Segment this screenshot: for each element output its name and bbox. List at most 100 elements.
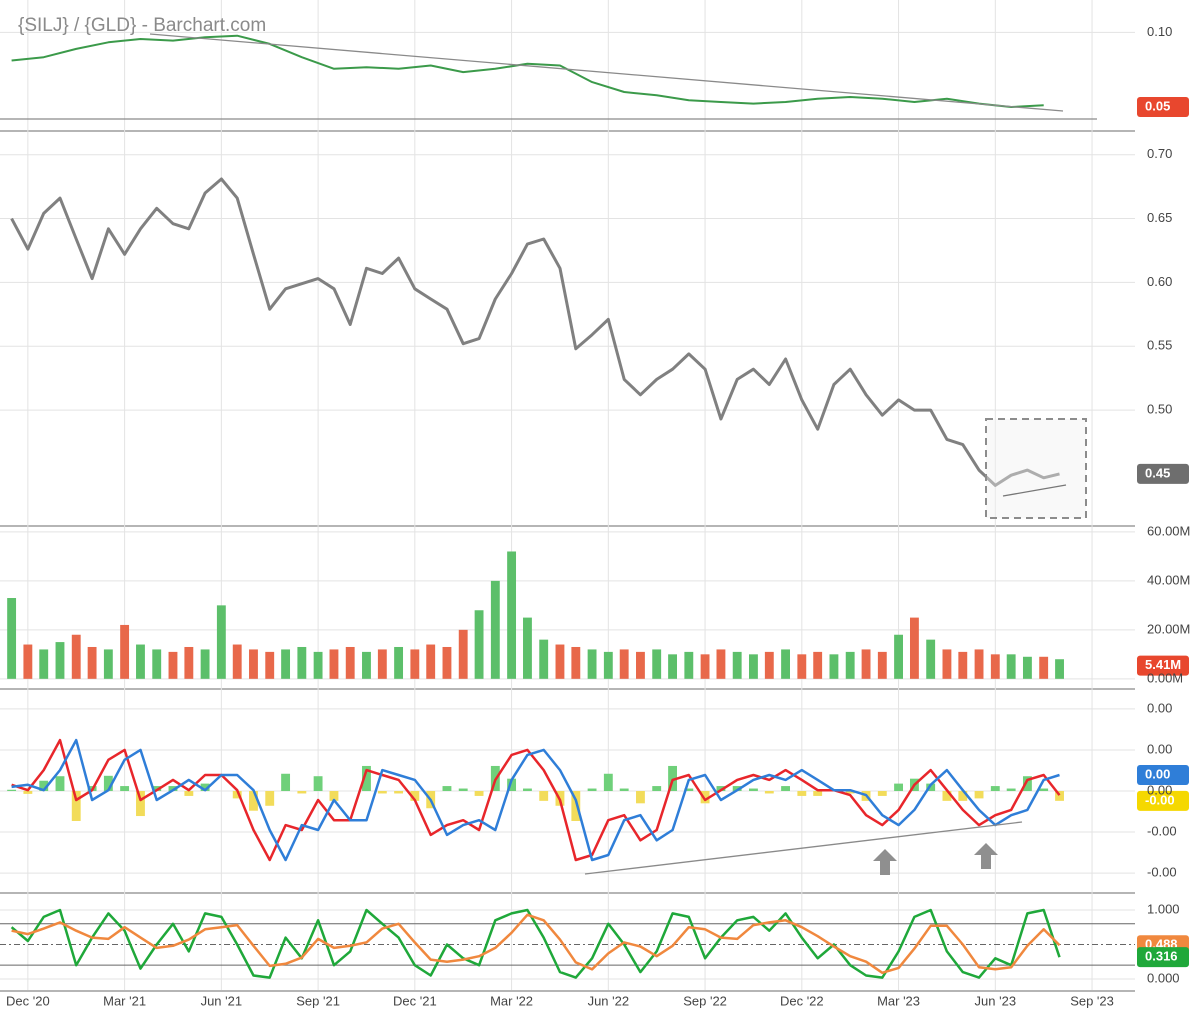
x-tick-label: Mar '23 bbox=[877, 993, 920, 1008]
histogram-bar bbox=[23, 791, 33, 794]
volume-bar bbox=[265, 651, 275, 679]
highlight-box bbox=[985, 418, 1087, 519]
chart-title: {SILJ} / {GLD} - Barchart.com bbox=[18, 15, 266, 36]
volume-bar bbox=[909, 617, 919, 679]
histogram-bar bbox=[394, 791, 404, 794]
histogram-bar bbox=[71, 791, 81, 821]
data-line bbox=[11, 738, 1061, 862]
histogram-bar bbox=[781, 786, 790, 791]
volume-bar bbox=[732, 651, 742, 679]
histogram-bar bbox=[458, 788, 468, 791]
data-line bbox=[11, 34, 1044, 108]
histogram-bar bbox=[764, 791, 774, 794]
y-tick-label: 1.000 bbox=[1147, 901, 1180, 916]
volume-bar bbox=[1006, 654, 1016, 679]
histogram-bar bbox=[168, 786, 178, 791]
volume-bar bbox=[1055, 659, 1064, 679]
volume-bar bbox=[216, 605, 226, 679]
arrow bbox=[974, 843, 998, 869]
volume-bar bbox=[200, 649, 210, 679]
volume-bar bbox=[764, 651, 774, 679]
volume-bar bbox=[281, 649, 291, 679]
histogram-bar bbox=[539, 791, 549, 801]
data-line bbox=[10, 177, 1060, 487]
histogram-bar bbox=[877, 791, 887, 796]
x-tick-label: Mar '21 bbox=[103, 993, 146, 1008]
volume-bar bbox=[652, 649, 662, 679]
volume-bar bbox=[845, 651, 855, 679]
volume-bar bbox=[458, 629, 468, 679]
volume-bar bbox=[942, 649, 952, 679]
price-badge-label: 0.05 bbox=[1145, 98, 1170, 113]
x-tick-label: Sep '21 bbox=[296, 993, 340, 1008]
volume-bar bbox=[555, 644, 565, 679]
histogram-bar bbox=[523, 788, 532, 791]
y-tick-label: 0.000 bbox=[1147, 970, 1180, 985]
histogram-bar bbox=[797, 791, 807, 796]
data-line bbox=[11, 738, 1060, 862]
price-badge-label: 0.45 bbox=[1145, 465, 1170, 480]
price-badge-label: 0.316 bbox=[1145, 949, 1178, 964]
data-line bbox=[10, 908, 1061, 979]
histogram-bar bbox=[103, 775, 113, 791]
volume-bar bbox=[249, 649, 258, 679]
volume-bar bbox=[813, 651, 823, 679]
histogram-bar bbox=[636, 791, 645, 804]
histogram-bar bbox=[603, 773, 613, 791]
volume-bar bbox=[184, 646, 194, 679]
y-tick-label: 0.00 bbox=[1147, 782, 1172, 797]
price-badge-label: 5.41M bbox=[1145, 657, 1181, 672]
histogram-bar bbox=[732, 786, 742, 791]
volume-bar bbox=[829, 654, 839, 679]
y-tick-label: 0.50 bbox=[1147, 402, 1172, 417]
volume-bar bbox=[329, 649, 339, 679]
histogram-bar bbox=[265, 791, 275, 806]
histogram-bar bbox=[281, 773, 291, 791]
histogram-bar bbox=[329, 791, 339, 801]
volume-bar bbox=[797, 654, 807, 679]
volume-bar bbox=[394, 646, 404, 679]
volume-bar bbox=[603, 651, 613, 679]
histogram-bar bbox=[39, 780, 49, 791]
trend-line bbox=[584, 821, 1023, 875]
histogram-bar bbox=[1022, 776, 1032, 791]
y-tick-label: 20.00M bbox=[1147, 621, 1190, 636]
y-tick-label: 60.00M bbox=[1147, 523, 1190, 538]
histogram-bar bbox=[990, 786, 1000, 791]
price-badge bbox=[1137, 764, 1189, 785]
volume-bar bbox=[1022, 656, 1032, 679]
volume-bar bbox=[571, 646, 581, 679]
volume-bar bbox=[87, 646, 97, 679]
volume-bar bbox=[377, 649, 387, 679]
y-tick-label: 0.55 bbox=[1147, 338, 1172, 353]
y-tick-label: 0.65 bbox=[1147, 210, 1172, 225]
histogram-bar bbox=[200, 783, 210, 791]
volume-bar bbox=[749, 654, 758, 679]
volume-bar bbox=[168, 651, 178, 679]
volume-bar bbox=[297, 646, 307, 679]
x-tick-label: Dec '22 bbox=[780, 993, 824, 1008]
x-tick-label: Dec '21 bbox=[393, 993, 437, 1008]
arrow bbox=[873, 849, 897, 875]
volume-bar bbox=[39, 649, 49, 679]
volume-bar bbox=[684, 651, 694, 679]
volume-bar bbox=[232, 644, 242, 679]
histogram-bar bbox=[184, 791, 194, 796]
volume-bar bbox=[539, 639, 549, 679]
volume-bar bbox=[523, 617, 532, 679]
volume-bar bbox=[716, 649, 726, 679]
y-tick-label: 0.60 bbox=[1147, 274, 1172, 289]
histogram-bar bbox=[1006, 788, 1016, 791]
x-tick-label: Dec '20 bbox=[6, 993, 50, 1008]
volume-bar bbox=[103, 649, 113, 679]
volume-bar bbox=[894, 634, 903, 679]
histogram-bar bbox=[232, 791, 242, 799]
price-badge-label: 0.00 bbox=[1145, 766, 1170, 781]
histogram-bar bbox=[974, 791, 984, 799]
histogram-bar bbox=[377, 791, 387, 794]
histogram-bar bbox=[958, 791, 968, 801]
trend-line bbox=[1002, 484, 1067, 497]
histogram-bar bbox=[474, 791, 484, 796]
volume-bar bbox=[587, 649, 597, 679]
histogram-bar bbox=[716, 786, 726, 791]
